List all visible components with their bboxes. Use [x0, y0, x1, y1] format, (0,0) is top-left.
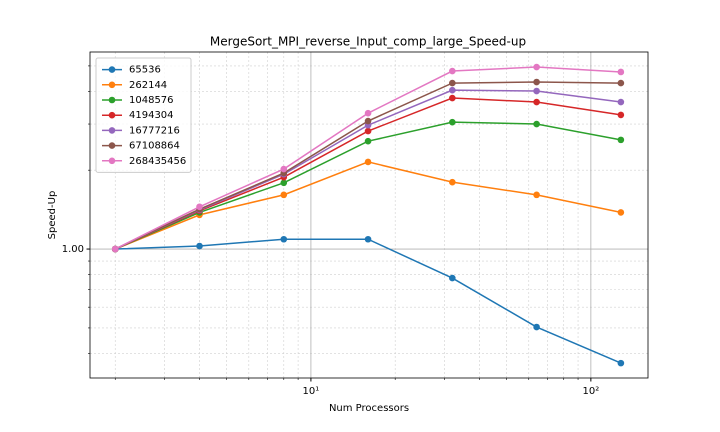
legend-marker	[108, 127, 116, 134]
data-point	[617, 209, 625, 216]
legend-marker	[108, 157, 116, 165]
y-axis-label: Speed-Up	[47, 191, 58, 240]
data-point	[449, 86, 456, 94]
legend-label: 67108864	[129, 141, 180, 152]
data-point	[533, 191, 540, 199]
legend-marker	[108, 81, 116, 89]
data-point	[449, 94, 456, 102]
data-point	[364, 109, 372, 117]
legend-label: 4194304	[129, 110, 174, 121]
legend-label: 16777216	[129, 125, 180, 136]
data-point	[617, 136, 625, 144]
data-point	[617, 68, 625, 76]
data-point	[533, 98, 540, 106]
data-point	[533, 63, 540, 71]
x-tick-label: 10²	[582, 386, 599, 397]
data-point	[449, 118, 456, 126]
data-point	[364, 127, 372, 135]
legend: 65536 262144 1048576 4194304 16777216 6710886…	[95, 57, 192, 173]
data-point	[364, 158, 372, 166]
data-point	[364, 137, 372, 145]
legend-label: 65536	[129, 65, 161, 76]
legend-label: 1048576	[129, 95, 174, 106]
plot-frame	[89, 51, 649, 379]
data-point	[617, 111, 625, 119]
legend-marker	[108, 66, 116, 73]
chart-title: MergeSort_MPI_reverse_Input_comp_large_S…	[210, 35, 526, 49]
legend-marker	[108, 111, 116, 119]
data-point	[533, 120, 540, 128]
data-point	[196, 203, 203, 211]
data-point	[617, 79, 625, 87]
legend-box	[95, 57, 192, 173]
data-point	[364, 235, 372, 243]
x-tick-label: 10¹	[303, 386, 320, 397]
legend-label: 268435456	[129, 156, 186, 167]
y-tick-label: 1.00	[62, 244, 84, 255]
data-point	[617, 98, 625, 106]
data-point	[533, 87, 540, 95]
legend-marker	[108, 142, 116, 149]
data-point	[449, 274, 456, 282]
x-axis-label: Num Processors	[329, 403, 409, 414]
data-point	[617, 359, 625, 367]
data-point	[533, 323, 540, 331]
data-point	[280, 235, 288, 243]
data-point	[280, 179, 288, 187]
data-point	[111, 245, 119, 253]
legend-label: 262144	[129, 80, 167, 91]
data-point	[280, 191, 288, 199]
data-point	[449, 79, 456, 87]
data-point	[449, 67, 456, 75]
data-point	[196, 242, 203, 250]
data-point	[533, 78, 540, 86]
data-point	[364, 117, 372, 125]
data-point	[280, 165, 288, 173]
data-point	[449, 178, 456, 186]
legend-marker	[108, 96, 116, 104]
